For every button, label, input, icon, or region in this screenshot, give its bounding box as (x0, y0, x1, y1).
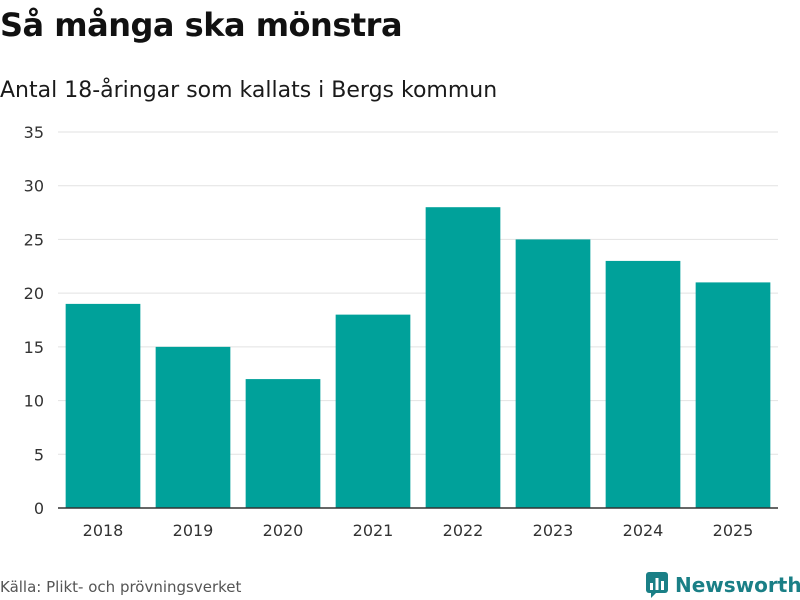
x-tick-label: 2019 (173, 521, 214, 540)
chart-subtitle: Antal 18-åringar som kallats i Bergs kom… (0, 78, 498, 103)
x-tick-label: 2023 (533, 521, 574, 540)
bar (425, 207, 501, 508)
y-tick-label: 25 (24, 230, 44, 249)
y-tick-label: 20 (24, 284, 44, 303)
x-tick-label: 2022 (443, 521, 484, 540)
y-tick-label: 10 (24, 392, 44, 411)
bar (65, 303, 141, 508)
y-tick-label: 15 (24, 338, 44, 357)
x-tick-label: 2024 (623, 521, 664, 540)
y-tick-label: 5 (34, 445, 44, 464)
x-tick-label: 2018 (83, 521, 124, 540)
newsworthy-logo-icon (646, 572, 668, 598)
x-tick-label: 2025 (713, 521, 754, 540)
bar (515, 239, 591, 508)
x-tick-label: 2020 (263, 521, 304, 540)
bar (605, 260, 681, 508)
bar (335, 314, 411, 508)
source-note: Källa: Plikt- och prövningsverket (0, 578, 242, 596)
brand-logo: Newsworthy (645, 571, 800, 599)
bar (155, 346, 231, 508)
y-tick-label: 30 (24, 177, 44, 196)
bar (245, 379, 321, 508)
x-tick-label: 2021 (353, 521, 394, 540)
y-tick-label: 35 (24, 123, 44, 142)
bar (695, 282, 771, 508)
brand-name: Newsworthy (675, 573, 800, 597)
y-tick-label: 0 (34, 499, 44, 518)
chart-title: Så många ska mönstra (0, 6, 403, 44)
